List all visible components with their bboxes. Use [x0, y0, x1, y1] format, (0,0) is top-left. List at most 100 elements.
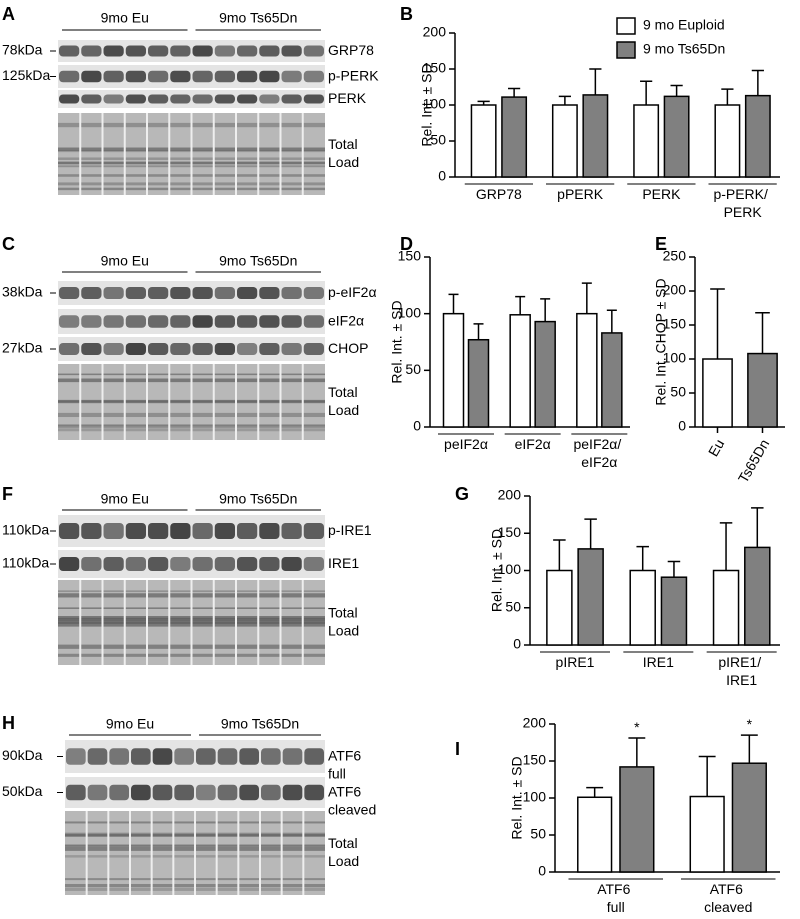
blot-band — [148, 70, 169, 83]
error-bar — [589, 68, 602, 95]
blot-band — [66, 784, 86, 801]
error-bar — [751, 507, 764, 548]
y-tick-label: 0 — [678, 418, 686, 434]
blot-band — [103, 287, 124, 299]
blot-band — [239, 748, 259, 765]
y-tick-label: 100 — [423, 96, 447, 112]
blot-band — [103, 45, 124, 57]
blot-strip — [58, 65, 325, 88]
blot-band — [214, 523, 235, 539]
panel-letter: I — [455, 739, 460, 759]
bar — [633, 104, 660, 178]
y-tick-label: 100 — [523, 789, 547, 805]
error-bar — [448, 293, 459, 314]
group-label: 9mo Eu — [101, 10, 149, 26]
band-label: ATF6 full — [328, 747, 365, 781]
bar — [577, 796, 613, 873]
y-tick-label: 50 — [430, 132, 446, 148]
blot-band — [214, 45, 235, 57]
panel-letter: B — [400, 4, 413, 24]
y-axis-label: Rel. Int. ± SD — [389, 300, 405, 383]
blot-band — [217, 748, 238, 765]
blot-band — [148, 94, 169, 104]
blot-band — [281, 315, 302, 328]
blot-band — [259, 287, 280, 299]
y-tick-label: 200 — [523, 715, 547, 731]
band-label: p-IRE1 — [328, 522, 372, 538]
blot-band — [103, 557, 124, 571]
blot-band — [148, 315, 169, 328]
blot-band — [237, 523, 258, 539]
kda-marker: 38kDa — [2, 284, 43, 300]
blot-band — [148, 343, 169, 355]
blot-band — [66, 748, 86, 765]
blot-strip — [58, 309, 325, 334]
blot-band — [196, 748, 216, 765]
blot-band — [148, 45, 169, 57]
blot-band — [239, 784, 259, 801]
blot-band — [192, 70, 213, 83]
kda-marker: 50kDa — [2, 783, 43, 799]
y-tick-label: 50 — [505, 598, 521, 614]
blot-band — [81, 557, 102, 571]
blot-band — [261, 748, 281, 765]
blot-band — [214, 557, 235, 571]
panel-letter: C — [2, 234, 15, 254]
y-tick-label: 0 — [438, 168, 446, 184]
x-tick-label: pIRE1/ IRE1 — [718, 654, 765, 688]
x-tick-label: Eu — [705, 436, 727, 459]
blot-band — [148, 557, 169, 571]
error-bar — [515, 295, 526, 315]
error-bar — [477, 100, 490, 105]
blot-band — [103, 315, 124, 328]
blot-band — [259, 45, 280, 57]
error-bar — [586, 786, 604, 798]
y-tick-label: 150 — [398, 248, 422, 264]
x-tick-label: peIF2α/ eIF2α — [573, 436, 625, 470]
bar — [744, 546, 771, 646]
blot-band — [125, 523, 146, 539]
bar — [582, 94, 609, 178]
blot-strip — [65, 740, 325, 773]
y-tick-label: 250 — [663, 248, 687, 264]
y-tick-label: 200 — [498, 487, 522, 503]
error-bar — [553, 539, 566, 571]
bar — [509, 314, 531, 428]
blot-band — [170, 315, 191, 328]
y-axis-label: Rel. Int. CHOP ± SD — [653, 278, 669, 405]
error-bar — [710, 288, 725, 359]
blot-band — [237, 45, 258, 57]
group-label: 9mo Eu — [101, 253, 149, 269]
blot-band — [87, 748, 108, 765]
blot-band — [81, 343, 102, 355]
blot-band — [281, 557, 302, 571]
blot-strip — [65, 777, 325, 808]
blot-band — [152, 748, 173, 765]
error-bar — [508, 87, 521, 98]
blot-band — [174, 748, 194, 765]
blot-band — [109, 784, 129, 801]
x-tick-label: ATF6 cleaved — [704, 881, 752, 915]
error-bar — [606, 309, 617, 333]
error-bar — [558, 95, 571, 105]
y-tick-label: 50 — [405, 361, 421, 377]
blot-band — [192, 45, 213, 57]
kda-marker: 78kDa — [2, 42, 43, 58]
error-bar — [698, 755, 716, 797]
bar — [689, 795, 725, 873]
blot-band — [170, 70, 191, 83]
y-tick-label: 200 — [663, 282, 687, 298]
panel-letter: D — [400, 234, 413, 254]
blot-strip — [58, 337, 325, 361]
blot-band — [259, 523, 280, 539]
blot-band — [103, 343, 124, 355]
blot-strip — [58, 90, 325, 108]
legend-swatch — [616, 41, 636, 59]
band-label: IRE1 — [328, 555, 359, 571]
blot-band — [237, 557, 258, 571]
blot-band — [259, 343, 280, 355]
bar — [731, 762, 767, 873]
y-tick-label: 200 — [423, 24, 447, 40]
